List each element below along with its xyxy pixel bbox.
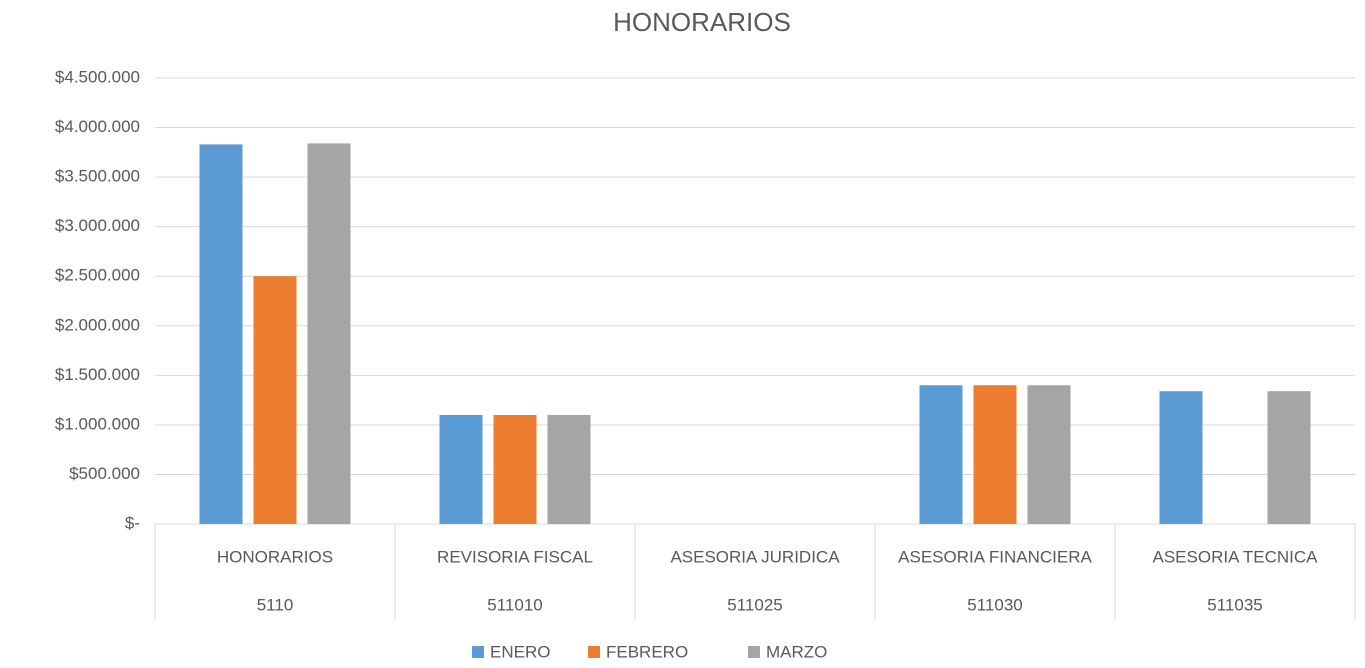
bar <box>439 414 483 524</box>
chart-title: HONORARIOS <box>613 7 791 37</box>
bar <box>199 144 243 524</box>
x-tick-sublabel: 511035 <box>1207 595 1262 614</box>
y-tick-label: $4.500.000 <box>55 67 140 86</box>
bar <box>919 385 963 524</box>
x-tick-label: ASESORIA TECNICA <box>1152 547 1318 566</box>
legend-label: MARZO <box>766 642 827 661</box>
y-tick-label: $1.500.000 <box>55 365 140 384</box>
y-tick-label: $1.000.000 <box>55 414 140 433</box>
x-tick-sublabel: 5110 <box>257 595 294 614</box>
y-tick-label: $4.000.000 <box>55 117 140 136</box>
legend-label: FEBRERO <box>606 642 688 661</box>
x-tick-sublabel: 511030 <box>967 595 1022 614</box>
legend-swatch <box>748 646 760 658</box>
legend-swatch <box>472 646 484 658</box>
bar <box>1159 391 1203 524</box>
y-tick-label: $500.000 <box>69 464 140 483</box>
bar <box>1267 391 1311 524</box>
bar <box>253 276 297 524</box>
x-tick-label: REVISORIA FISCAL <box>437 547 593 566</box>
x-tick-label: ASESORIA FINANCIERA <box>898 547 1092 566</box>
y-tick-label: $- <box>125 513 140 532</box>
bar <box>307 143 351 524</box>
y-tick-label: $3.000.000 <box>55 216 140 235</box>
x-tick-sublabel: 511025 <box>727 595 782 614</box>
bar <box>973 385 1017 524</box>
bar <box>547 414 591 524</box>
y-tick-label: $2.500.000 <box>55 266 140 285</box>
x-tick-label: ASESORIA JURIDICA <box>670 547 840 566</box>
y-tick-label: $3.500.000 <box>55 167 140 186</box>
x-tick-label: HONORARIOS <box>217 547 333 566</box>
bar <box>493 414 537 524</box>
bar <box>1027 385 1071 524</box>
legend-swatch <box>588 646 600 658</box>
x-tick-sublabel: 511010 <box>487 595 542 614</box>
legend-label: ENERO <box>490 642 550 661</box>
y-tick-label: $2.000.000 <box>55 315 140 334</box>
